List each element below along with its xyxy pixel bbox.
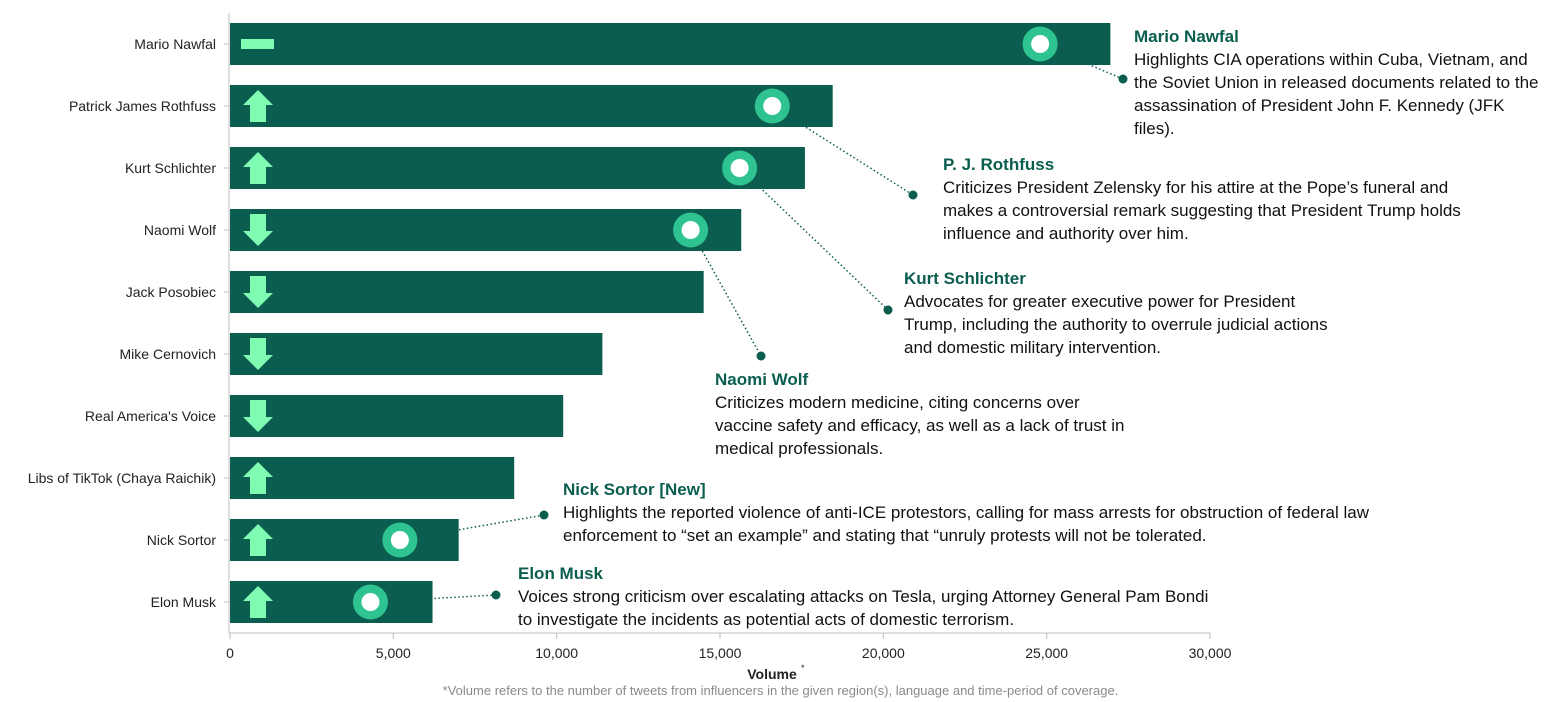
x-tick-label: 20,000 [862, 645, 905, 661]
x-tick-label: 25,000 [1025, 645, 1068, 661]
leader-dot [883, 305, 893, 315]
annotation-title: Mario Nawfal [1134, 27, 1239, 46]
bar [230, 147, 805, 189]
trend-up-icon [243, 462, 273, 494]
x-tick-label: 10,000 [535, 645, 578, 661]
highlight-marker-center [681, 221, 700, 239]
bar [230, 519, 459, 561]
bar [230, 457, 515, 499]
leader-dot [539, 510, 549, 520]
x-tick-label: 0 [226, 645, 234, 661]
bar [230, 85, 833, 127]
x-axis-title: Volume [747, 666, 797, 682]
trend-flat-icon [241, 39, 274, 49]
annotation-kurt-schlichter: Kurt Schlichter Advocates for greater ex… [904, 267, 1344, 359]
annotation-title: P. J. Rothfuss [943, 155, 1055, 174]
category-label: Naomi Wolf [144, 222, 216, 238]
leader-dot [908, 190, 918, 200]
annotation-text: Voices strong criticism over escalating … [518, 587, 1209, 629]
leader-dot [491, 590, 501, 600]
annotation-title: Naomi Wolf [715, 370, 809, 389]
highlight-marker-center [730, 159, 749, 177]
trend-down-icon [243, 276, 273, 308]
trend-down-icon [243, 338, 273, 370]
bar [230, 23, 1111, 65]
annotation-naomi-wolf: Naomi Wolf Criticizes modern medicine, c… [715, 368, 1135, 460]
x-tick-label: 5,000 [376, 645, 411, 661]
category-label: Mike Cernovich [120, 346, 216, 362]
leader-dot [756, 351, 766, 361]
trend-up-icon [243, 586, 273, 618]
annotation-text: Highlights CIA operations within Cuba, V… [1134, 50, 1539, 138]
leader-line [689, 229, 762, 357]
trend-down-icon [243, 214, 273, 246]
annotation-nick-sortor: Nick Sortor [New] Highlights the reporte… [563, 478, 1393, 547]
footnote: *Volume refers to the number of tweets f… [442, 683, 1119, 698]
annotation-title: Kurt Schlichter [904, 269, 1026, 288]
category-label: Jack Posobiec [126, 284, 216, 300]
highlight-marker-center [361, 593, 380, 611]
highlight-marker-center [390, 531, 409, 549]
category-label: Real America's Voice [85, 408, 216, 424]
bar [230, 395, 564, 437]
annotation-mario-nawfal: Mario Nawfal Highlights CIA operations w… [1134, 25, 1544, 140]
annotation-title: Elon Musk [518, 564, 604, 583]
annotation-text: Highlights the reported violence of anti… [563, 503, 1369, 545]
category-label: Libs of TikTok (Chaya Raichik) [28, 470, 216, 486]
category-label: Kurt Schlichter [125, 160, 216, 176]
bar [230, 333, 603, 375]
category-label: Elon Musk [151, 594, 217, 610]
leader-line [370, 594, 497, 603]
annotation-rothfuss: P. J. Rothfuss Criticizes President Zele… [943, 153, 1483, 245]
annotation-text: Criticizes President Zelensky for his at… [943, 178, 1461, 243]
annotation-title: Nick Sortor [New] [563, 480, 706, 499]
annotation-elon-musk: Elon Musk Voices strong criticism over e… [518, 562, 1218, 631]
x-tick-label: 30,000 [1189, 645, 1232, 661]
trend-up-icon [243, 152, 273, 184]
leader-line [739, 167, 889, 311]
bar [230, 209, 742, 251]
trend-down-icon [243, 400, 273, 432]
leader-line [1039, 43, 1124, 80]
trend-up-icon [243, 524, 273, 556]
category-label: Mario Nawfal [134, 36, 216, 52]
highlight-marker-center [763, 97, 782, 115]
category-label: Patrick James Rothfuss [69, 98, 216, 114]
x-tick-label: 15,000 [699, 645, 742, 661]
trend-up-icon [243, 90, 273, 122]
highlight-marker-center [1031, 35, 1050, 53]
leader-line [399, 514, 545, 541]
x-axis-title-mark: * [801, 663, 805, 673]
category-label: Nick Sortor [147, 532, 217, 548]
annotation-text: Advocates for greater executive power fo… [904, 292, 1328, 357]
leader-dot [1118, 74, 1128, 84]
annotation-text: Criticizes modern medicine, citing conce… [715, 393, 1125, 458]
bar [230, 271, 704, 313]
